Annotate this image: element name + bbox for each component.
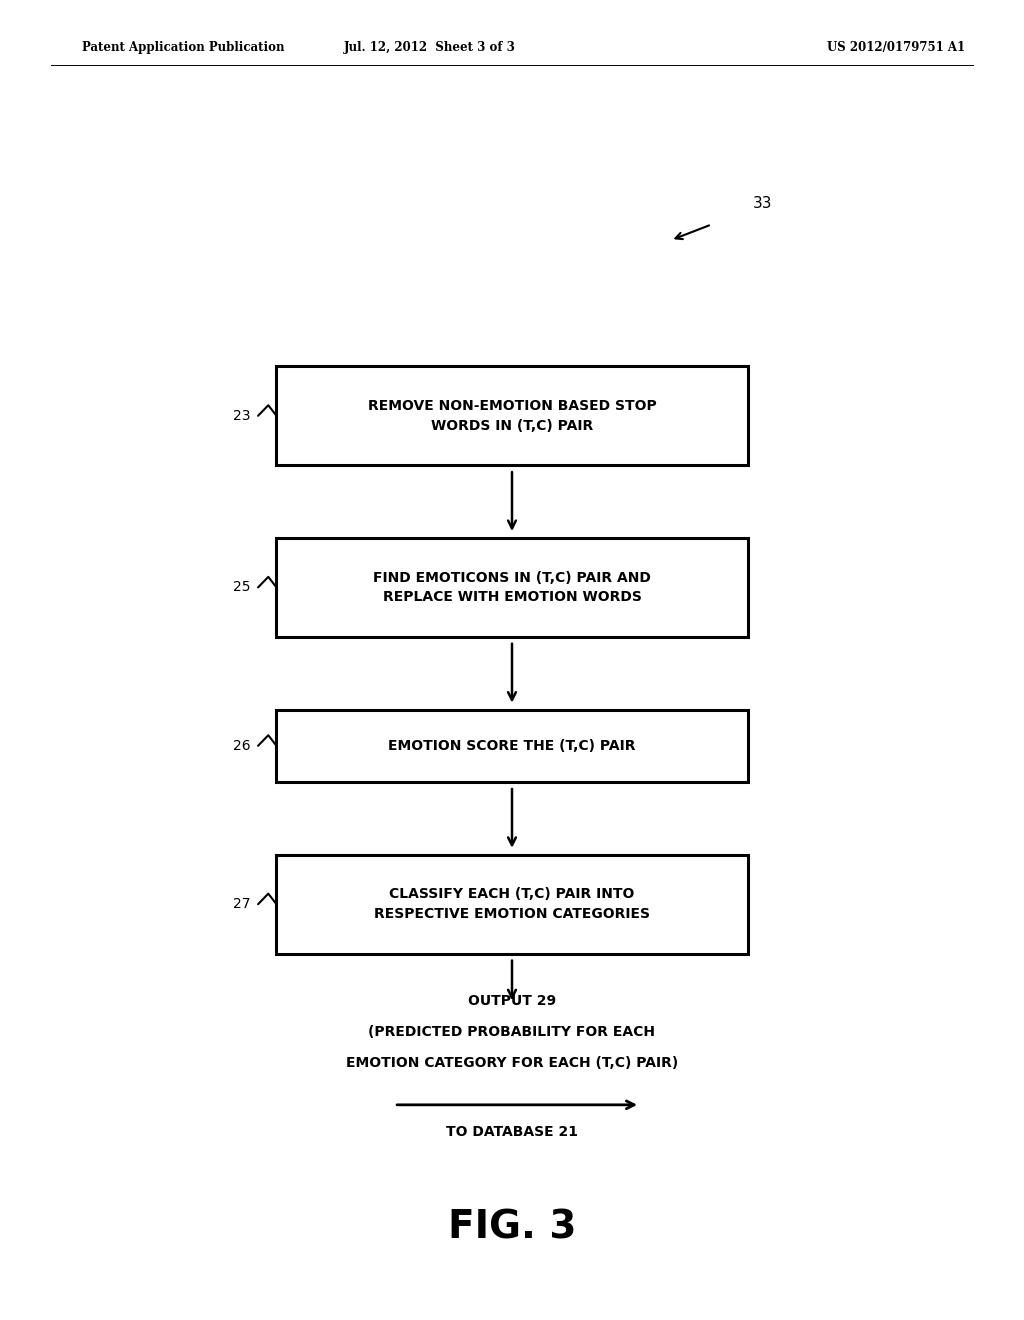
Text: 25: 25 [233, 581, 251, 594]
Text: 27: 27 [233, 898, 251, 911]
Text: OUTPUT 29: OUTPUT 29 [468, 994, 556, 1008]
Text: EMOTION CATEGORY FOR EACH (T,C) PAIR): EMOTION CATEGORY FOR EACH (T,C) PAIR) [346, 1056, 678, 1071]
Bar [276, 710, 748, 781]
Text: Patent Application Publication: Patent Application Publication [82, 41, 285, 54]
Bar [276, 366, 748, 465]
Text: FIND EMOTICONS IN (T,C) PAIR AND
REPLACE WITH EMOTION WORDS: FIND EMOTICONS IN (T,C) PAIR AND REPLACE… [373, 570, 651, 605]
Text: 26: 26 [233, 739, 251, 752]
Bar [276, 537, 748, 636]
Text: (PREDICTED PROBABILITY FOR EACH: (PREDICTED PROBABILITY FOR EACH [369, 1026, 655, 1039]
Text: REMOVE NON-EMOTION BASED STOP
WORDS IN (T,C) PAIR: REMOVE NON-EMOTION BASED STOP WORDS IN (… [368, 399, 656, 433]
Text: Jul. 12, 2012  Sheet 3 of 3: Jul. 12, 2012 Sheet 3 of 3 [344, 41, 516, 54]
Text: EMOTION SCORE THE (T,C) PAIR: EMOTION SCORE THE (T,C) PAIR [388, 739, 636, 752]
Bar [276, 855, 748, 953]
Text: CLASSIFY EACH (T,C) PAIR INTO
RESPECTIVE EMOTION CATEGORIES: CLASSIFY EACH (T,C) PAIR INTO RESPECTIVE… [374, 887, 650, 921]
Text: US 2012/0179751 A1: US 2012/0179751 A1 [827, 41, 965, 54]
Text: 33: 33 [753, 197, 772, 211]
Text: FIG. 3: FIG. 3 [447, 1209, 577, 1246]
Text: 23: 23 [233, 409, 251, 422]
Text: TO DATABASE 21: TO DATABASE 21 [446, 1125, 578, 1139]
